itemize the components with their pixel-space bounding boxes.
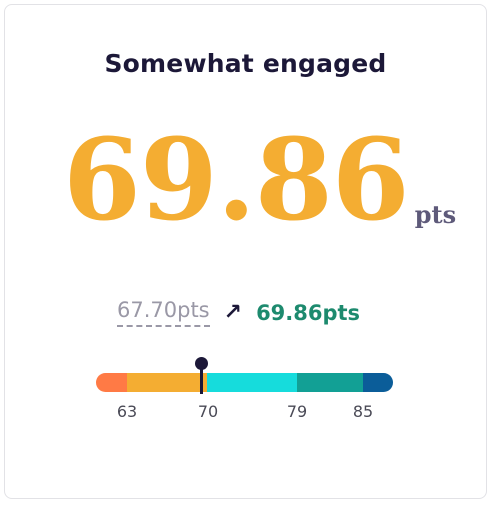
score-value: 69.86 <box>63 115 410 246</box>
arrow-up-right-icon: ↗ <box>223 300 243 325</box>
engagement-scale-bar <box>96 373 393 392</box>
scale-marker-dot <box>195 357 208 370</box>
scale-segment-5 <box>363 373 393 392</box>
scale-segment-1 <box>96 373 127 392</box>
scale-tick-70: 70 <box>197 402 219 421</box>
scale-segment-2 <box>127 373 207 392</box>
scale-tick-79: 79 <box>286 402 308 421</box>
scale-tick-63: 63 <box>116 402 138 421</box>
scale-segment-4 <box>297 373 363 392</box>
scale-tick-85: 85 <box>352 402 374 421</box>
score-unit: pts <box>414 200 457 229</box>
scale-marker-line <box>200 368 203 394</box>
previous-score[interactable]: 67.70pts <box>117 298 210 327</box>
scale-segment-3 <box>207 373 297 392</box>
engagement-level-title: Somewhat engaged <box>104 49 387 78</box>
current-score: 69.86pts <box>256 300 361 325</box>
score-display: 69.86 pts <box>63 125 456 237</box>
score-change: 67.70pts ↗ 69.86pts <box>117 298 360 327</box>
engagement-card: Somewhat engaged 69.86 pts 67.70pts ↗ 69… <box>4 4 487 499</box>
